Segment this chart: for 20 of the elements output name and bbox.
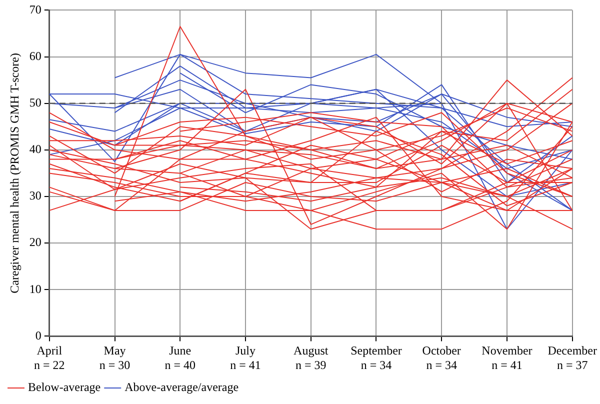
y-tick-label: 60 [29, 48, 42, 63]
y-tick-label: 50 [29, 96, 42, 110]
y-tick-label: 30 [29, 188, 42, 203]
legend-label: Above-average/average [124, 380, 239, 394]
y-tick-label: 0 [35, 328, 42, 342]
x-tick-label: October n = 34 [422, 344, 461, 372]
x-tick-label: August n = 39 [294, 344, 329, 372]
x-tick-label: April n = 22 [34, 344, 65, 372]
x-tick-label: December n = 37 [548, 344, 598, 372]
x-tick-label: November n = 41 [482, 344, 532, 372]
x-tick-label: September n = 34 [350, 344, 402, 372]
y-axis-title: Caregiver mental health (PROMIS GMH T-score) [7, 53, 22, 294]
y-tick-label: 10 [29, 282, 42, 296]
x-tick-label: July n = 41 [230, 344, 261, 372]
y-tick-label: 40 [29, 142, 42, 156]
x-tick-label: June n = 40 [164, 344, 196, 372]
y-tick-label: 70 [29, 2, 42, 16]
x-tick-label: May n = 30 [99, 344, 130, 372]
legend-label: Below-average [28, 380, 101, 394]
y-tick-label: 20 [29, 235, 42, 250]
